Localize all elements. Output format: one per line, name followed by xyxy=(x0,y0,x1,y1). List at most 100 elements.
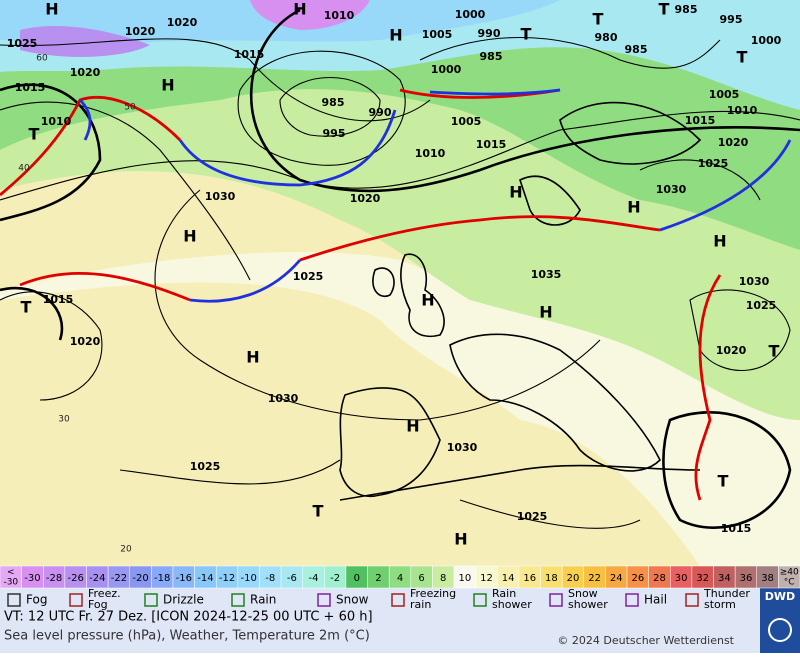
logo-mark xyxy=(768,618,792,642)
coastline xyxy=(339,101,702,501)
isobar-label: 1025 xyxy=(293,270,324,283)
latitude-label: 30 xyxy=(58,415,70,425)
weather-label: Freezing xyxy=(410,587,456,600)
isobar-label: 1020 xyxy=(716,344,747,357)
weather-label: shower xyxy=(568,598,608,611)
temperature-label: 30 xyxy=(675,573,688,584)
temperature-label: 20 xyxy=(567,573,580,584)
isobar-label: 1030 xyxy=(739,275,770,288)
temperature-label: -22 xyxy=(111,573,127,584)
isobar xyxy=(0,37,800,529)
weather-icon xyxy=(231,593,245,607)
pressure-center: H xyxy=(454,530,467,549)
temperature-label: -26 xyxy=(68,573,84,584)
weather-label: shower xyxy=(492,598,532,611)
pressure-center: H xyxy=(627,198,640,217)
latitude-label: 20 xyxy=(120,545,132,555)
isobar-label: 1005 xyxy=(709,88,740,101)
isobar-label: 1000 xyxy=(455,8,486,21)
temperature-label: 26 xyxy=(631,573,644,584)
legend: DWD VT: 12 UTC Fr. 27 Dez. [ICON 2024-12… xyxy=(0,588,800,653)
weather-label: Hail xyxy=(644,593,667,607)
weather-label: storm xyxy=(704,598,736,611)
weather-label: Thunder xyxy=(703,587,750,600)
weather-label: Snow xyxy=(568,587,598,600)
pressure-center: H xyxy=(389,26,402,45)
isobar-label: 1015 xyxy=(43,293,74,306)
isobar-label: 1025 xyxy=(746,299,777,312)
isobar-label: 1020 xyxy=(70,335,101,348)
pressure-center: H xyxy=(183,227,196,246)
isobar-label: 1000 xyxy=(751,34,782,47)
temperature-label: -28 xyxy=(46,573,62,584)
logo-background xyxy=(760,588,800,653)
temperature-label: -10 xyxy=(240,573,256,584)
weather-icon xyxy=(549,593,563,607)
pressure-center: H xyxy=(293,0,306,19)
weather-label: Freez. xyxy=(88,587,121,600)
temperature-label: 2 xyxy=(375,573,381,584)
latitude-label: 60 xyxy=(36,54,48,64)
temperature-label: -30 xyxy=(24,573,40,584)
temperature-label: < xyxy=(7,568,15,578)
weather-label: Fog xyxy=(88,598,108,611)
description: Sea level pressure (hPa), Weather, Tempe… xyxy=(4,629,370,644)
isobar-label: 1015 xyxy=(685,114,716,127)
temperature-label: 0 xyxy=(354,573,360,584)
pressure-center: T xyxy=(21,298,32,317)
weather-label: Fog xyxy=(26,593,47,607)
isobar-label: 1030 xyxy=(268,392,299,405)
temperature-label: -14 xyxy=(197,573,213,584)
isobar-label: 1020 xyxy=(125,25,156,38)
temperature-label: -6 xyxy=(287,573,297,584)
temperature-label: 22 xyxy=(588,573,601,584)
weather-icon xyxy=(317,593,331,607)
temperature-label: -4 xyxy=(309,573,319,584)
isobar-label: 985 xyxy=(675,3,698,16)
temperature-label: 24 xyxy=(610,573,623,584)
pressure-center: H xyxy=(161,76,174,95)
isobar-label: 1015 xyxy=(234,48,265,61)
isobar-label: 1015 xyxy=(721,522,752,535)
latitude-label: 50 xyxy=(124,103,136,113)
pressure-center: H xyxy=(246,348,259,367)
temperature-label: 12 xyxy=(480,573,493,584)
temperature-label: -18 xyxy=(154,573,170,584)
temperature-label: -30 xyxy=(3,578,18,588)
temperature-label: 38 xyxy=(761,573,774,584)
isobar-label: 1010 xyxy=(324,9,355,22)
temperature-label: -8 xyxy=(265,573,275,584)
pressure-center: T xyxy=(521,25,532,44)
weather-label: Rain xyxy=(250,593,276,607)
isobar-label: 1020 xyxy=(70,66,101,79)
weather-icon xyxy=(391,593,405,607)
weather-label: Drizzle xyxy=(163,593,204,607)
pressure-center: H xyxy=(45,0,58,19)
isobar-label: 1030 xyxy=(656,183,687,196)
isobar-label: 990 xyxy=(478,27,501,40)
isobar xyxy=(0,8,800,529)
valid-time: VT: 12 UTC Fr. 27 Dez. [ICON 2024-12-25 … xyxy=(4,610,373,625)
temperature-label: 14 xyxy=(502,573,515,584)
temperature-field xyxy=(20,25,150,57)
isobar-label: 995 xyxy=(323,127,346,140)
latitude-label: 40 xyxy=(18,164,30,174)
pressure-center: T xyxy=(737,48,748,67)
isobar-label: 1010 xyxy=(41,115,72,128)
weather-label: Rain xyxy=(492,587,516,600)
temperature-label: -2 xyxy=(330,573,340,584)
isobar-label: 1025 xyxy=(7,37,38,50)
temperature-label: 10 xyxy=(458,573,471,584)
pressure-center: H xyxy=(509,183,522,202)
isobar-label: 1020 xyxy=(350,192,381,205)
weather-label: rain xyxy=(410,598,431,611)
weather-icon xyxy=(7,593,21,607)
isobar-label: 1035 xyxy=(531,268,562,281)
temperature-label: -24 xyxy=(89,573,105,584)
cold-front xyxy=(78,88,792,303)
temperature-label: -20 xyxy=(132,573,148,584)
temperature-label: -12 xyxy=(219,573,235,584)
temperature-label: 18 xyxy=(545,573,558,584)
logo: DWD xyxy=(765,590,795,603)
isobar-label: 1010 xyxy=(727,104,758,117)
